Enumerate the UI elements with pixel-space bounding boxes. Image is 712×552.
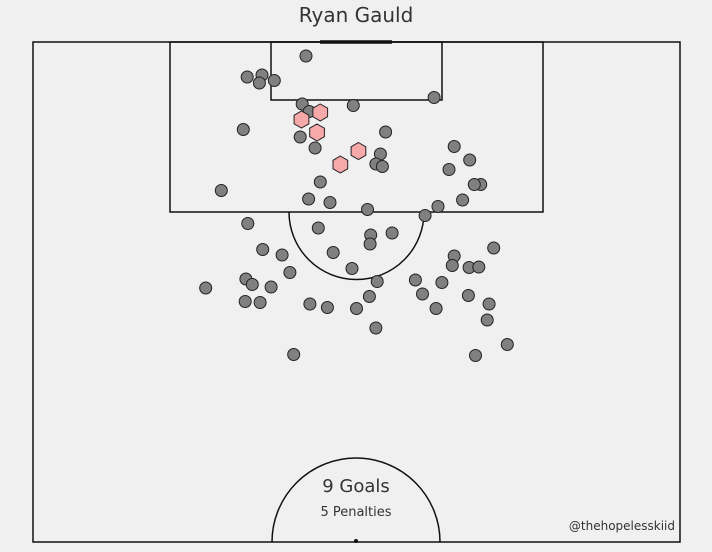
shot-marker-29 xyxy=(241,217,255,230)
shot-marker-9 xyxy=(236,123,250,136)
centre-circle-half xyxy=(271,457,441,543)
shot-marker-53 xyxy=(461,289,475,302)
shot-marker-4 xyxy=(252,76,266,90)
shot-marker-46 xyxy=(408,273,422,287)
shot-marker-43 xyxy=(283,266,297,279)
shot-marker-0 xyxy=(299,49,313,63)
shot-marker-5 xyxy=(427,91,441,104)
goals-layer xyxy=(293,103,367,174)
shot-marker-13 xyxy=(447,140,461,153)
shot-marker-41 xyxy=(472,260,486,274)
shot-marker-47 xyxy=(435,276,449,289)
shot-marker-33 xyxy=(363,237,377,251)
shot-marker-23 xyxy=(323,196,337,209)
shot-marker-36 xyxy=(275,248,289,262)
penalty-arc xyxy=(288,211,425,281)
shot-marker-52 xyxy=(362,290,376,303)
shot-marker-48 xyxy=(264,280,278,294)
shot-marker-22 xyxy=(302,192,316,206)
shot-marker-30 xyxy=(311,221,325,235)
shot-marker-51 xyxy=(416,287,429,301)
shot-marker-58 xyxy=(320,301,334,314)
shot-marker-28 xyxy=(418,209,432,222)
shot-marker-7 xyxy=(346,99,360,112)
shot-marker-35 xyxy=(487,241,501,255)
centre-spot xyxy=(354,539,358,543)
shot-marker-54 xyxy=(238,295,252,308)
shot-marker-24 xyxy=(214,184,228,197)
shot-marker-42 xyxy=(345,262,359,275)
shot-marker-37 xyxy=(326,246,340,259)
shot-marker-61 xyxy=(480,313,494,327)
goal-marker-0 xyxy=(312,103,329,122)
shot-marker-27 xyxy=(431,200,445,213)
shot-marker-17 xyxy=(442,163,456,176)
shot-marker-62 xyxy=(369,321,383,335)
shot-marker-18 xyxy=(463,153,477,167)
shot-marker-64 xyxy=(287,348,301,361)
shot-marker-32 xyxy=(385,226,399,240)
goal-marker-1 xyxy=(293,110,310,129)
shot-marker-11 xyxy=(379,125,393,139)
shot-marker-26 xyxy=(456,193,470,207)
shot-marker-59 xyxy=(350,302,363,315)
goals-count-label: 9 Goals xyxy=(322,476,390,497)
penalties-count-label: 5 Penalties xyxy=(320,505,392,520)
pitch-lines xyxy=(32,41,681,543)
shot-marker-45 xyxy=(370,275,384,288)
shots-layer xyxy=(199,49,514,362)
pitch-outline xyxy=(32,41,681,543)
shot-marker-3 xyxy=(267,74,281,87)
shot-marker-20 xyxy=(467,178,481,191)
six-yard-box xyxy=(270,41,443,101)
shot-marker-65 xyxy=(469,349,482,362)
shot-marker-12 xyxy=(308,141,322,155)
shot-marker-39 xyxy=(445,259,459,272)
shot-marker-34 xyxy=(256,243,270,256)
goal-marker-4 xyxy=(332,155,349,174)
shot-marker-63 xyxy=(500,338,514,351)
shot-marker-21 xyxy=(313,175,327,189)
goal-marker-3 xyxy=(350,141,367,161)
shot-marker-49 xyxy=(245,278,259,291)
player-name-title: Ryan Gauld xyxy=(298,3,414,27)
shot-marker-60 xyxy=(429,302,443,315)
author-credit: @thehopelesskiid xyxy=(568,519,675,533)
shot-marker-10 xyxy=(293,130,307,144)
shot-marker-57 xyxy=(482,297,496,311)
shot-marker-55 xyxy=(253,296,267,309)
shot-marker-25 xyxy=(361,203,374,216)
shot-marker-56 xyxy=(303,297,317,311)
shot-marker-1 xyxy=(240,70,254,84)
shot-marker-50 xyxy=(199,281,213,295)
shot-marker-16 xyxy=(375,160,389,173)
goal-marker-2 xyxy=(309,123,325,142)
